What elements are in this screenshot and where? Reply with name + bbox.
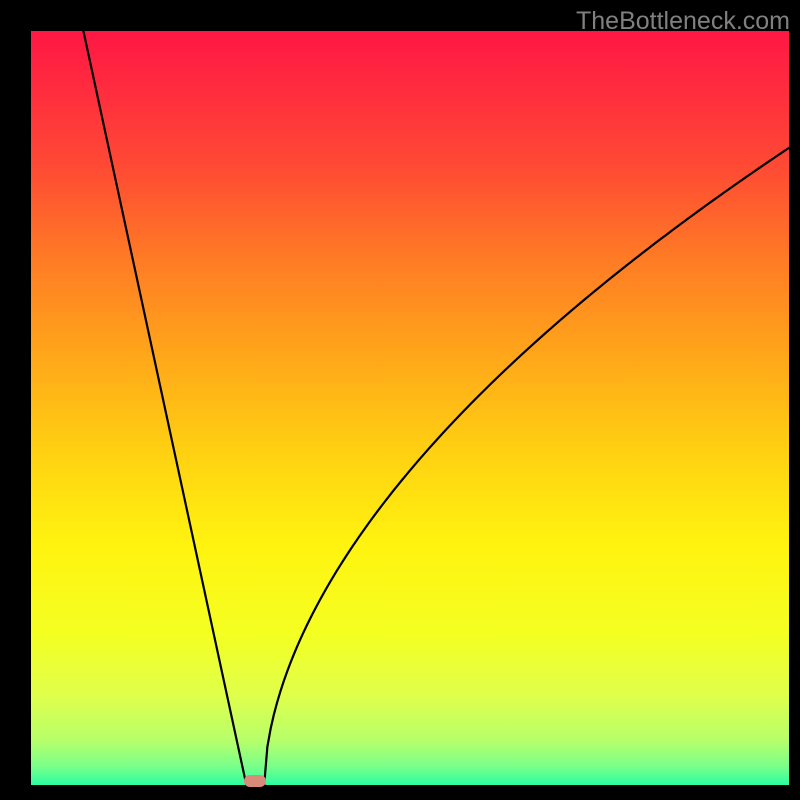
curve-layer — [0, 0, 800, 800]
watermark-label: TheBottleneck.com — [576, 7, 790, 36]
chart-root: { "canvas": { "width": 800, "height": 80… — [0, 0, 800, 800]
minimum-marker — [244, 775, 266, 787]
